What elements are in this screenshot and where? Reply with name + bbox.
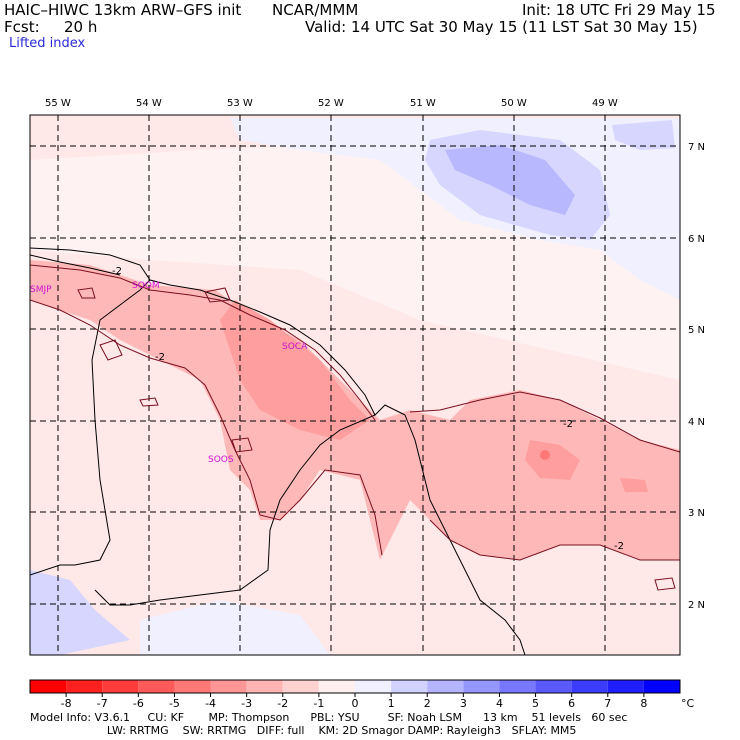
station-labels: SMJP SOCA SOOM SOOS bbox=[30, 281, 308, 465]
map-frame bbox=[29, 114, 681, 656]
contour-blob-6 bbox=[654, 577, 676, 591]
org-label: NCAR/MMM bbox=[272, 1, 359, 19]
lon-label-54w: 54 W bbox=[136, 98, 162, 109]
lon-label-50w: 50 W bbox=[501, 98, 527, 109]
coastline bbox=[30, 247, 406, 416]
valid-time: Valid: 14 UTC Sat 30 May 15 (11 LST Sat … bbox=[305, 18, 698, 36]
colorbar-tick-label: -5 bbox=[169, 697, 180, 710]
station-label-soca: SOCA bbox=[282, 342, 308, 352]
colorbar-swatch bbox=[174, 680, 211, 693]
contour-blob-3 bbox=[231, 437, 253, 453]
lon-label-53w: 53 W bbox=[227, 98, 253, 109]
model-info-line1: Model Info: V3.6.1 CU: KF MP: Thompson P… bbox=[30, 711, 628, 724]
darker-blue-region bbox=[445, 145, 575, 215]
station-label-soom: SOOM bbox=[132, 281, 160, 291]
colorbar-swatch bbox=[391, 680, 428, 693]
li-minus4-spot bbox=[540, 450, 550, 460]
coast-inner bbox=[30, 254, 121, 276]
lat-labels: 7 N 6 N 5 N 4 N 3 N 2 N bbox=[688, 142, 705, 611]
colorbar-tick-label: 4 bbox=[496, 697, 503, 710]
contour-minus2-east-bottom bbox=[429, 519, 680, 561]
lat-label-6n: 6 N bbox=[688, 234, 705, 245]
colorbar-tick-label: 1 bbox=[388, 697, 395, 710]
colorbar-swatch bbox=[318, 680, 355, 693]
colorbar-swatch bbox=[66, 680, 103, 693]
colorbar-tick-label: 8 bbox=[640, 697, 647, 710]
contour-blob-5 bbox=[204, 287, 231, 303]
contour-lines bbox=[30, 264, 680, 591]
colorbar-swatch bbox=[643, 680, 680, 693]
colorbar-tick-label: 7 bbox=[604, 697, 611, 710]
light-blue-lower bbox=[140, 600, 330, 655]
contour-blob-2 bbox=[139, 397, 159, 407]
colorbar-swatch bbox=[102, 680, 139, 693]
colorbar: -8 -7 -6 -5 -4 -3 -2 -1 0 1 2 3 4 5 6 7 8 °C bbox=[29, 679, 695, 710]
border-suriname-south bbox=[94, 414, 376, 606]
forecast-hours: 20 h bbox=[64, 18, 98, 36]
forecast-label: Fcst: bbox=[4, 18, 40, 36]
colorbar-tick-label: -2 bbox=[277, 697, 288, 710]
contour-minus2-north bbox=[30, 264, 376, 421]
colorbar-tick-label: -4 bbox=[205, 697, 216, 710]
contour-label-1: -2 bbox=[112, 266, 122, 277]
station-label-smjp: SMJP bbox=[30, 285, 52, 295]
contour-labels: -2 -2 -2 -2 bbox=[112, 266, 624, 552]
li-minus3-region-east bbox=[525, 440, 580, 480]
colorbar-swatch bbox=[571, 680, 608, 693]
colorbar-swatch bbox=[427, 680, 464, 693]
blue-lower-left bbox=[30, 570, 130, 655]
colorbar-swatch bbox=[463, 680, 500, 693]
border-guyana-suriname bbox=[30, 279, 151, 576]
contour-label-4: -2 bbox=[614, 541, 624, 552]
colorbar-swatch bbox=[535, 680, 572, 693]
model-title: HAIC–HIWC 13km ARW–GFS init bbox=[4, 1, 242, 19]
colorbar-unit: °C bbox=[681, 697, 695, 710]
lon-label-52w: 52 W bbox=[318, 98, 344, 109]
map-panel bbox=[30, 115, 680, 655]
station-label-soos: SOOS bbox=[208, 455, 234, 465]
colorbar-tick-label: 5 bbox=[532, 697, 539, 710]
lat-label-3n: 3 N bbox=[688, 508, 705, 519]
lon-label-55w: 55 W bbox=[45, 98, 71, 109]
colorbar-tick-label: -8 bbox=[61, 697, 72, 710]
colorbar-tick-label: 0 bbox=[352, 697, 359, 710]
colorbar-tick-label: -6 bbox=[133, 697, 144, 710]
colorbar-swatch bbox=[355, 680, 392, 693]
grid-lines bbox=[30, 115, 680, 655]
contour-blob-1 bbox=[99, 339, 123, 361]
colorbar-swatch bbox=[138, 680, 175, 693]
colorbar-tick-label: 2 bbox=[424, 697, 431, 710]
contour-label-2: -2 bbox=[155, 352, 165, 363]
field-name: Lifted index bbox=[9, 36, 86, 51]
colorbar-swatch bbox=[282, 680, 319, 693]
colorbar-tick-label: -7 bbox=[97, 697, 108, 710]
contour-label-3: -2 bbox=[563, 419, 573, 430]
coastlines bbox=[30, 247, 526, 655]
lat-label-5n: 5 N bbox=[688, 325, 705, 336]
li-minus3-spot-east bbox=[620, 478, 648, 492]
contour-minus2-east-top bbox=[409, 391, 680, 453]
colorbar-swatch bbox=[607, 680, 644, 693]
lon-label-51w: 51 W bbox=[410, 98, 436, 109]
colorbar-swatch bbox=[499, 680, 536, 693]
colorbar-tick-label: -3 bbox=[241, 697, 252, 710]
colorbar-tick-label: -1 bbox=[313, 697, 324, 710]
colorbar-swatch bbox=[246, 680, 283, 693]
blue-corner-region bbox=[612, 120, 675, 150]
li-minus3-region bbox=[220, 300, 370, 440]
model-info-line2: LW: RRTMG SW: RRTMG DIFF: full KM: 2D Sm… bbox=[30, 724, 577, 737]
contour-blob-4 bbox=[77, 287, 96, 299]
lat-label-2n: 2 N bbox=[688, 600, 705, 611]
lon-labels: 55 W 54 W 53 W 52 W 51 W 50 W 49 W bbox=[45, 98, 618, 109]
colorbar-tick-label: 3 bbox=[460, 697, 467, 710]
colorbar-swatch bbox=[30, 680, 67, 693]
lat-label-7n: 7 N bbox=[688, 142, 705, 153]
colorbar-tick-label: 6 bbox=[568, 697, 575, 710]
lon-label-49w: 49 W bbox=[592, 98, 618, 109]
init-time: Init: 18 UTC Fri 29 May 15 bbox=[522, 1, 716, 19]
colorbar-swatch bbox=[210, 680, 247, 693]
lat-label-4n: 4 N bbox=[688, 417, 705, 428]
